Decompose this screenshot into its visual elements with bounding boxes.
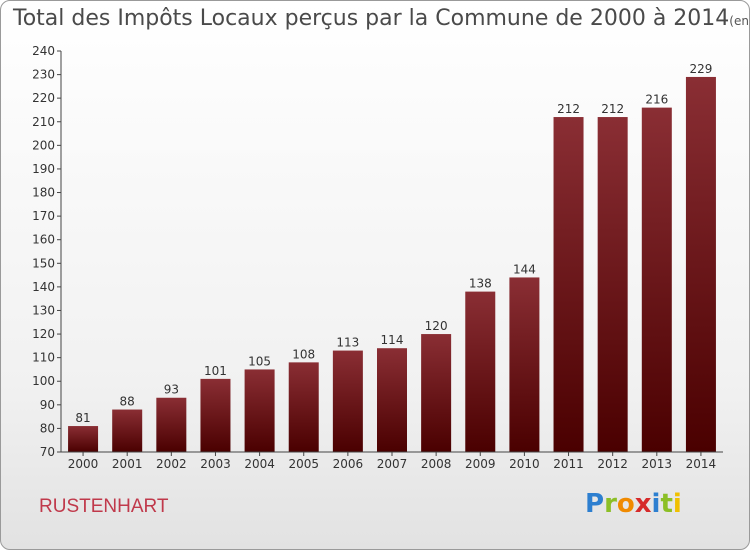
bar [112,409,143,452]
bar-value-label: 212 [601,102,624,116]
y-tick-label: 80 [40,421,55,435]
y-tick-label: 230 [32,68,55,82]
x-tick-label: 2005 [288,457,319,471]
logo-letter: i [651,489,661,519]
y-tick-label: 170 [32,209,55,223]
y-tick-label: 70 [40,445,55,459]
bar-value-label: 105 [248,354,271,368]
x-tick-label: 2007 [377,457,408,471]
y-tick-label: 110 [32,351,55,365]
x-tick-label: 2006 [333,457,364,471]
bar-value-label: 101 [204,364,227,378]
y-tick-label: 90 [40,398,55,412]
x-axis: 2000 2001 2002 2003 2004 2005 2006 2007 2008 2009… [61,451,723,471]
y-tick-label: 120 [32,327,55,341]
bar-value-label: 114 [381,333,404,347]
bar-value-label: 113 [336,336,359,350]
y-tick-label: 160 [32,233,55,247]
bar-value-label: 212 [557,102,580,116]
x-tick-label: 2004 [244,457,275,471]
commune-name: RUSTENHART [39,496,169,517]
x-tick-label: 2009 [465,457,496,471]
bar [68,426,99,452]
x-tick-label: 2011 [553,457,584,471]
x-tick-label: 2003 [200,457,231,471]
y-tick-label: 150 [32,256,55,270]
logo-letter: r [604,489,617,519]
logo-letter: o [616,489,635,519]
bar-value-label: 88 [120,395,135,409]
bar-value-label: 216 [645,93,668,107]
y-tick-label: 140 [32,280,55,294]
x-tick-label: 2014 [686,457,717,471]
bars-group: 81 88 93 101 105 108 113 114 120 138 144 212 212 216 2… [68,62,716,453]
y-axis: 70 80 90 100 110 120 130 140 150 160 170 180 190 200 2… [32,44,62,459]
y-tick-label: 100 [32,374,55,388]
bar [156,397,187,452]
logo-letter: t [660,489,673,519]
bar-value-label: 120 [425,319,448,333]
bar [288,362,319,452]
y-tick-label: 190 [32,162,55,176]
bar-value-label: 229 [689,62,712,76]
y-tick-label: 220 [32,91,55,105]
bar [553,117,584,452]
bar [509,277,540,452]
bar [641,107,672,453]
bar-value-label: 144 [513,262,536,276]
bar-value-label: 108 [292,347,315,361]
logo-letter: i [672,489,682,519]
logo-letter: x [634,489,652,519]
chart-title-unit: (en milliers d'€) [729,14,749,28]
x-tick-label: 2010 [509,457,540,471]
bar [685,76,716,453]
bar-value-label: 93 [164,383,179,397]
x-tick-label: 2012 [597,457,628,471]
y-tick-label: 200 [32,138,55,152]
bar [597,117,628,452]
proxiti-logo: Proxiti [585,489,682,519]
y-tick-label: 180 [32,186,55,200]
bar [244,369,275,452]
bar [465,291,496,452]
y-tick-label: 240 [32,44,55,58]
bar [377,348,407,452]
x-tick-label: 2001 [112,457,143,471]
chart-title-text: Total des Impôts Locaux perçus par la Co… [13,6,730,31]
x-tick-label: 2008 [421,457,452,471]
bar-value-label: 81 [75,411,90,425]
x-tick-label: 2002 [156,457,187,471]
x-tick-label: 2013 [642,457,673,471]
bar-value-label: 138 [469,277,492,291]
logo-letter: P [585,489,605,519]
bar [200,378,231,452]
x-tick-label: 2000 [68,457,99,471]
bar [332,350,363,452]
y-tick-label: 210 [32,115,55,129]
chart-title: Total des Impôts Locaux perçus par la Co… [13,6,749,31]
bar [421,334,452,452]
y-tick-label: 130 [32,303,55,317]
